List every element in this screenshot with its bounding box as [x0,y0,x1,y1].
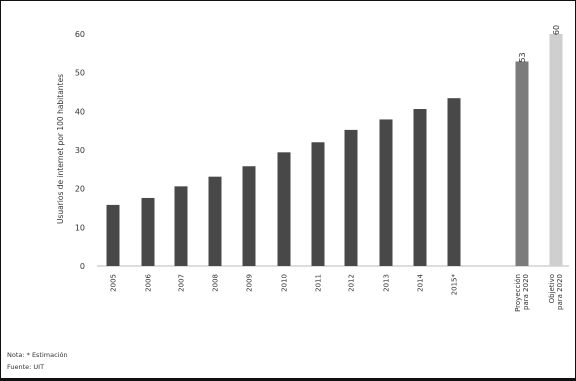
value-labels: 53 60 [518,25,561,63]
category-label: 2015* [451,274,459,296]
bar-2012 [344,129,358,266]
category-label: 2010 [281,274,289,292]
bar-2013 [379,119,393,266]
category-label: 2006 [145,273,153,291]
bar-2010 [277,152,291,266]
y-tick-label: 10 [75,223,85,232]
bar-2015 [447,98,461,266]
bar-2006 [141,197,155,266]
bar-2011 [311,142,325,266]
category-label: 2009 [246,274,254,292]
category-label: 2013 [383,274,391,292]
y-tick-label: 20 [75,185,85,194]
category-label: Proyecciónpara 2020 [514,274,530,312]
y-axis-ticks: 0 10 20 30 40 50 60 [75,30,85,271]
bar-2005 [106,204,120,266]
source-note: Fuente: UIT [7,363,45,371]
category-label: 2011 [315,274,323,292]
estimate-note: Nota: * Estimación [7,351,68,359]
y-tick-label: 60 [75,30,85,39]
value-label: 60 [552,25,561,35]
y-axis-label: Usuarios de internet por 100 habitantes [56,74,65,224]
category-label: Objetivopara 2020 [548,274,564,310]
value-label: 53 [518,52,527,62]
category-label: 2007 [178,274,186,292]
bar-2008 [208,176,222,266]
bars [106,34,563,266]
bar-objetivo-para-2020 [549,34,563,266]
bar-2007 [174,186,188,266]
category-labels: 2005 2006 2007 2008 2009 2010 2011 2012 2013 2014… [110,273,565,311]
bar-proyecci-n-para-2020 [515,61,529,266]
bar-2009 [242,166,256,266]
category-label: 2014 [417,273,425,291]
y-tick-label: 50 [75,69,85,78]
category-label: 2008 [212,274,220,292]
y-tick-label: 40 [75,107,85,116]
y-tick-label: 0 [80,262,85,271]
bar-2014 [413,109,427,266]
y-tick-label: 30 [75,146,85,155]
bottom-border [1,378,575,380]
category-label: 2005 [110,274,118,292]
category-label: 2012 [348,274,356,292]
